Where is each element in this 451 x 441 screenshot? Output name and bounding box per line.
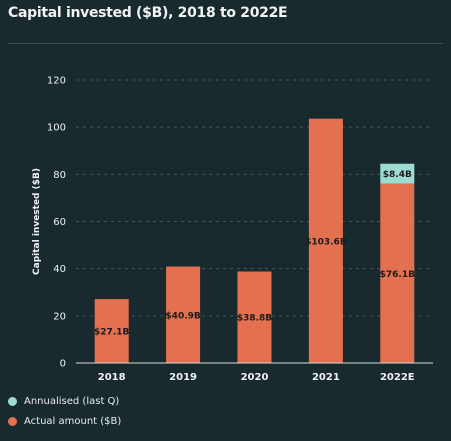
y-tick-label: 40: [53, 264, 66, 275]
bar-annualised: [380, 163, 415, 184]
data-label: $38.8B: [237, 314, 272, 324]
bar-actual: [237, 271, 272, 363]
y-tick-label: 100: [47, 123, 66, 134]
data-label: $27.1B: [94, 328, 129, 338]
data-label: $103.6B: [305, 237, 347, 247]
legend-swatch-actual: [8, 416, 17, 426]
y-tick-label: 60: [53, 217, 66, 228]
chart-legend: Annualised (last Q) Actual amount ($B): [8, 391, 121, 431]
y-tick-label: 20: [53, 311, 66, 322]
x-tick-label: 2018: [98, 372, 126, 383]
chart-title: Capital invested ($B), 2018 to 2022E: [8, 5, 288, 21]
y-tick-label: 80: [53, 170, 66, 181]
x-tick-label: 2022E: [380, 372, 415, 383]
bar-actual: [380, 183, 415, 363]
bar-actual: [166, 266, 201, 363]
x-tick-label: 2019: [169, 372, 197, 383]
y-tick-label: 120: [47, 76, 66, 87]
legend-label-actual: Actual amount ($B): [24, 415, 122, 427]
data-label: $76.1B: [380, 270, 415, 280]
y-tick-label: 0: [60, 359, 66, 370]
title-divider: [8, 43, 443, 44]
legend-label-annualised: Annualised (last Q): [24, 395, 120, 407]
legend-item-annualised[interactable]: Annualised (last Q): [8, 391, 121, 411]
bar-actual: [94, 299, 129, 363]
x-tick-label: 2021: [312, 372, 340, 383]
bar-actual: [308, 118, 343, 363]
y-axis-label: Capital invested ($B): [32, 168, 42, 275]
x-tick-label: 2020: [241, 372, 269, 383]
legend-item-actual[interactable]: Actual amount ($B): [8, 411, 121, 431]
data-label: $8.4B: [383, 170, 412, 180]
data-label: $40.9B: [165, 311, 200, 321]
legend-swatch-annualised: [8, 396, 17, 406]
